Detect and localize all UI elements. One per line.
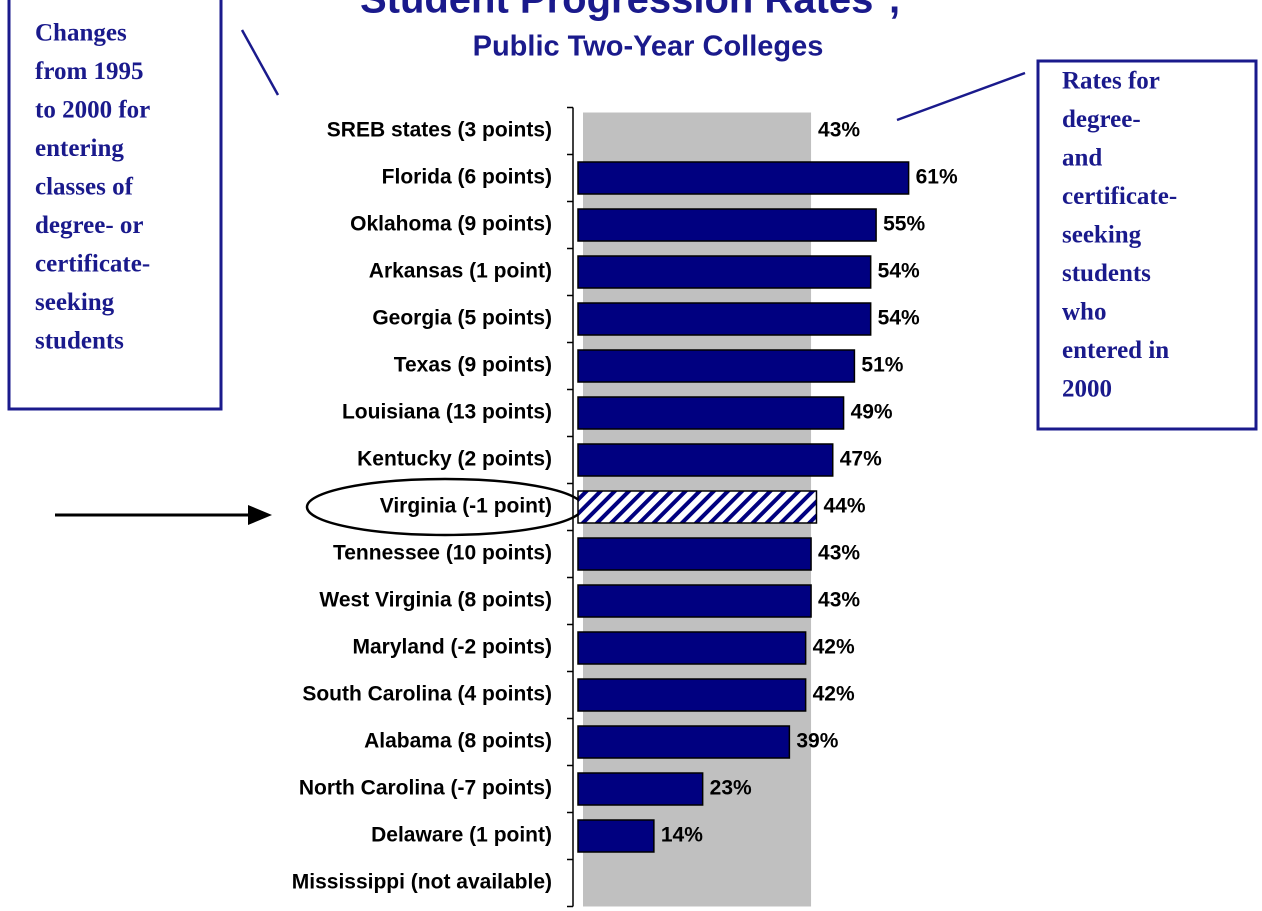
data-label: 54%	[878, 260, 920, 283]
annotation-text: degree-	[1062, 106, 1141, 133]
y-tick-label: Oklahoma (9 points)	[350, 213, 552, 236]
annotation-text: seeking	[35, 289, 115, 316]
y-tick-label: Tennessee (10 points)	[333, 542, 552, 565]
y-tick-label: Virginia (-1 point)	[380, 495, 552, 518]
annotation-text: certificate-	[1062, 183, 1177, 210]
annotation-text: Changes	[35, 20, 127, 47]
y-tick-label: Georgia (5 points)	[372, 307, 552, 330]
y-tick-label: Arkansas (1 point)	[369, 260, 552, 283]
annotation-text: 2000	[1062, 376, 1112, 403]
annotation-text: and	[1062, 145, 1102, 172]
annotation-box	[7, 0, 223, 411]
data-label: 39%	[796, 730, 838, 753]
data-label: 47%	[840, 448, 882, 471]
chart-subtitle: Public Two-Year Colleges	[473, 31, 824, 63]
y-tick-label: Kentucky (2 points)	[357, 448, 552, 471]
data-label: 55%	[883, 213, 925, 236]
bar	[577, 772, 704, 806]
bar	[577, 631, 807, 665]
annotation-text: from 1995	[35, 58, 144, 85]
data-label: 43%	[818, 119, 860, 142]
bar	[577, 584, 812, 618]
annotation-text: degree- or	[35, 212, 144, 239]
data-label: 42%	[813, 636, 855, 659]
callout-line	[240, 29, 280, 96]
annotation-text: certificate-	[35, 251, 150, 278]
arrow-head	[248, 505, 272, 525]
data-label: 49%	[851, 401, 893, 424]
annotation-text: students	[1062, 260, 1151, 287]
y-tick-label: West Virginia (8 points)	[319, 589, 552, 612]
bar	[577, 349, 856, 383]
y-tick-label: South Carolina (4 points)	[302, 683, 552, 706]
callout-line	[896, 71, 1026, 122]
data-label: 14%	[661, 824, 703, 847]
y-tick-label: Florida (6 points)	[382, 166, 552, 189]
data-label: 44%	[823, 495, 865, 518]
data-label: 54%	[878, 307, 920, 330]
bar	[577, 443, 834, 477]
bar	[577, 490, 818, 524]
annotation-text: classes of	[35, 174, 134, 201]
y-tick-label: SREB states (3 points)	[327, 119, 552, 142]
annotation-text: seeking	[1062, 222, 1142, 249]
bar	[577, 819, 655, 853]
data-label: 42%	[813, 683, 855, 706]
bar	[577, 302, 872, 336]
bar	[577, 255, 872, 289]
bar	[577, 161, 910, 195]
bar	[577, 396, 845, 430]
data-label: 23%	[710, 777, 752, 800]
y-tick-label: Texas (9 points)	[394, 354, 552, 377]
bar	[577, 537, 812, 571]
data-label: 61%	[916, 166, 958, 189]
bar	[577, 725, 791, 759]
bar	[577, 678, 807, 712]
annotation-box	[1036, 59, 1258, 431]
y-tick-label: Alabama (8 points)	[364, 730, 552, 753]
y-tick-label: North Carolina (-7 points)	[299, 777, 552, 800]
chart-title: Student Progression Rates*,	[360, 0, 900, 22]
data-label: 43%	[818, 542, 860, 565]
data-label: 51%	[861, 354, 903, 377]
annotation-text: entering	[35, 135, 124, 162]
y-tick-label: Maryland (-2 points)	[352, 636, 552, 659]
annotation-text: to 2000 for	[35, 97, 150, 124]
annotation-text: Rates for	[1062, 68, 1160, 95]
bar	[577, 208, 877, 242]
annotation-text: students	[35, 328, 124, 355]
y-tick-label: Delaware (1 point)	[371, 824, 552, 847]
y-tick-label: Louisiana (13 points)	[342, 401, 552, 424]
y-tick-label: Mississippi (not available)	[292, 871, 552, 894]
data-label: 43%	[818, 589, 860, 612]
annotation-text: entered in	[1062, 337, 1169, 364]
annotation-text: who	[1062, 299, 1106, 326]
